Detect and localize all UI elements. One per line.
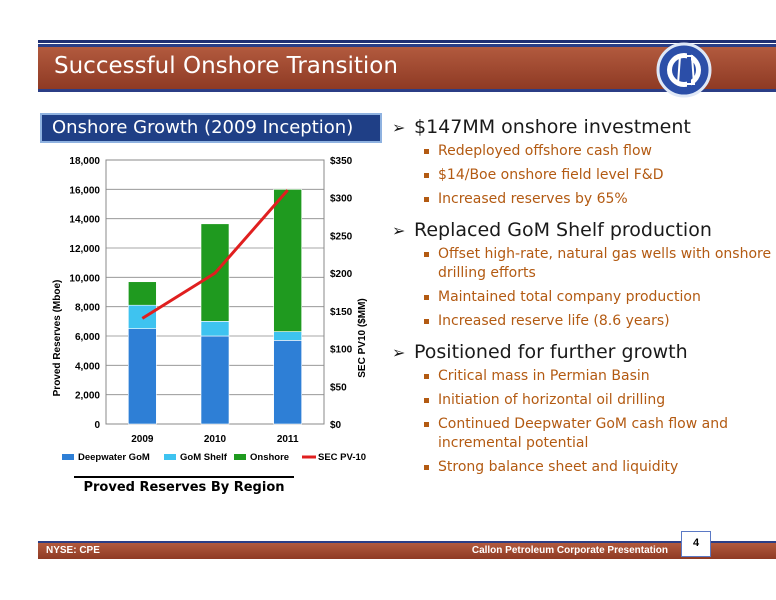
bar-segment [128, 281, 157, 306]
y2-tick-label: $50 [330, 382, 347, 393]
y-tick-label: 8,000 [75, 303, 100, 314]
arrow-icon: ➢ [392, 221, 406, 240]
y2-tick-label: $350 [330, 156, 353, 167]
callon-logo [656, 42, 712, 98]
bullet-list: ➢ $147MM onshore investment Redeployed of… [392, 116, 776, 482]
sub-bullet: Increased reserves by 65% [392, 190, 776, 209]
sub-bullet: Continued Deepwater GoM cash flow and in… [392, 415, 776, 453]
y2-axis-label: SEC PV10 ($MM) [357, 298, 368, 377]
legend-label: SEC PV-10 [318, 452, 366, 463]
sub-bullet: Critical mass in Permian Basin [392, 367, 776, 386]
y-tick-label: 14,000 [69, 215, 100, 226]
sub-bullet: Offset high-rate, natural gas wells with… [392, 245, 776, 283]
y-tick-label: 12,000 [69, 244, 100, 255]
legend-swatch [62, 454, 74, 460]
square-bullet-icon [424, 465, 429, 470]
square-bullet-icon [424, 149, 429, 154]
arrow-icon: ➢ [392, 343, 406, 362]
y2-tick-label: $200 [330, 269, 353, 280]
arrow-icon: ➢ [392, 118, 406, 137]
sub-bullet: Increased reserve life (8.6 years) [392, 312, 776, 331]
bullet-item: ➢ $147MM onshore investment [392, 116, 691, 138]
x-tick-label: 2010 [204, 434, 227, 445]
chart-caption: Proved Reserves By Region [74, 476, 294, 495]
y-tick-label: 4,000 [75, 361, 100, 372]
bar-segment [200, 321, 230, 337]
footer-bar: NYSE: CPE Callon Petroleum Corporate Pre… [38, 541, 776, 559]
square-bullet-icon [424, 422, 429, 427]
sub-bullet: Maintained total company production [392, 288, 776, 307]
slide-title: Successful Onshore Transition [54, 53, 398, 79]
x-tick-label: 2009 [131, 434, 154, 445]
sub-bullet: Initiation of horizontal oil drilling [392, 391, 776, 410]
bar-segment [273, 189, 302, 332]
square-bullet-icon [424, 197, 429, 202]
bar-segment [273, 340, 302, 425]
proved-reserves-chart: 0 2,000 4,000 6,000 8,000 10,000 12,000 14,000 1… [52, 156, 368, 463]
title-bar: Successful Onshore Transition [38, 44, 776, 92]
bar-segment [273, 331, 302, 341]
y-tick-label: 18,000 [69, 156, 100, 167]
y2-tick-label: $250 [330, 231, 353, 242]
square-bullet-icon [424, 252, 429, 257]
section-label: Onshore Growth (2009 Inception) [40, 113, 382, 143]
y-tick-label: 2,000 [75, 391, 100, 402]
footer-ticker: NYSE: CPE [46, 545, 100, 556]
legend-swatch [164, 454, 176, 460]
square-bullet-icon [424, 295, 429, 300]
page-number: 4 [681, 531, 711, 557]
y2-tick-label: $150 [330, 307, 353, 318]
legend-label: Deepwater GoM [78, 452, 150, 463]
y2-tick-label: $100 [330, 345, 353, 356]
sub-bullet: Redeployed offshore cash flow [392, 142, 776, 161]
x-tick-label: 2011 [277, 434, 299, 445]
y-tick-label: 6,000 [75, 332, 100, 343]
square-bullet-icon [424, 319, 429, 324]
y2-tick-label: $300 [330, 194, 353, 205]
y-tick-label: 0 [94, 420, 100, 431]
square-bullet-icon [424, 398, 429, 403]
bullet-item: ➢ Positioned for further growth [392, 341, 688, 363]
bar-segment [128, 328, 157, 425]
bullet-item: ➢ Replaced GoM Shelf production [392, 219, 712, 241]
legend-label: Onshore [250, 452, 289, 463]
legend-swatch [234, 454, 246, 460]
legend-label: GoM Shelf [180, 452, 228, 463]
y-axis-label: Proved Reserves (Mboe) [52, 280, 63, 397]
title-bar-top-stripe [38, 40, 776, 43]
y-tick-label: 16,000 [69, 185, 100, 196]
footer-presentation-title: Callon Petroleum Corporate Presentation [471, 545, 668, 556]
pv10-line [141, 189, 289, 320]
sub-bullet: Strong balance sheet and liquidity [392, 458, 776, 477]
bar-segment [200, 335, 230, 425]
square-bullet-icon [424, 173, 429, 178]
y2-tick-label: $0 [330, 420, 342, 431]
sub-bullet: $14/Boe onshore field level F&D [392, 166, 776, 185]
square-bullet-icon [424, 374, 429, 379]
y-tick-label: 10,000 [69, 273, 100, 284]
